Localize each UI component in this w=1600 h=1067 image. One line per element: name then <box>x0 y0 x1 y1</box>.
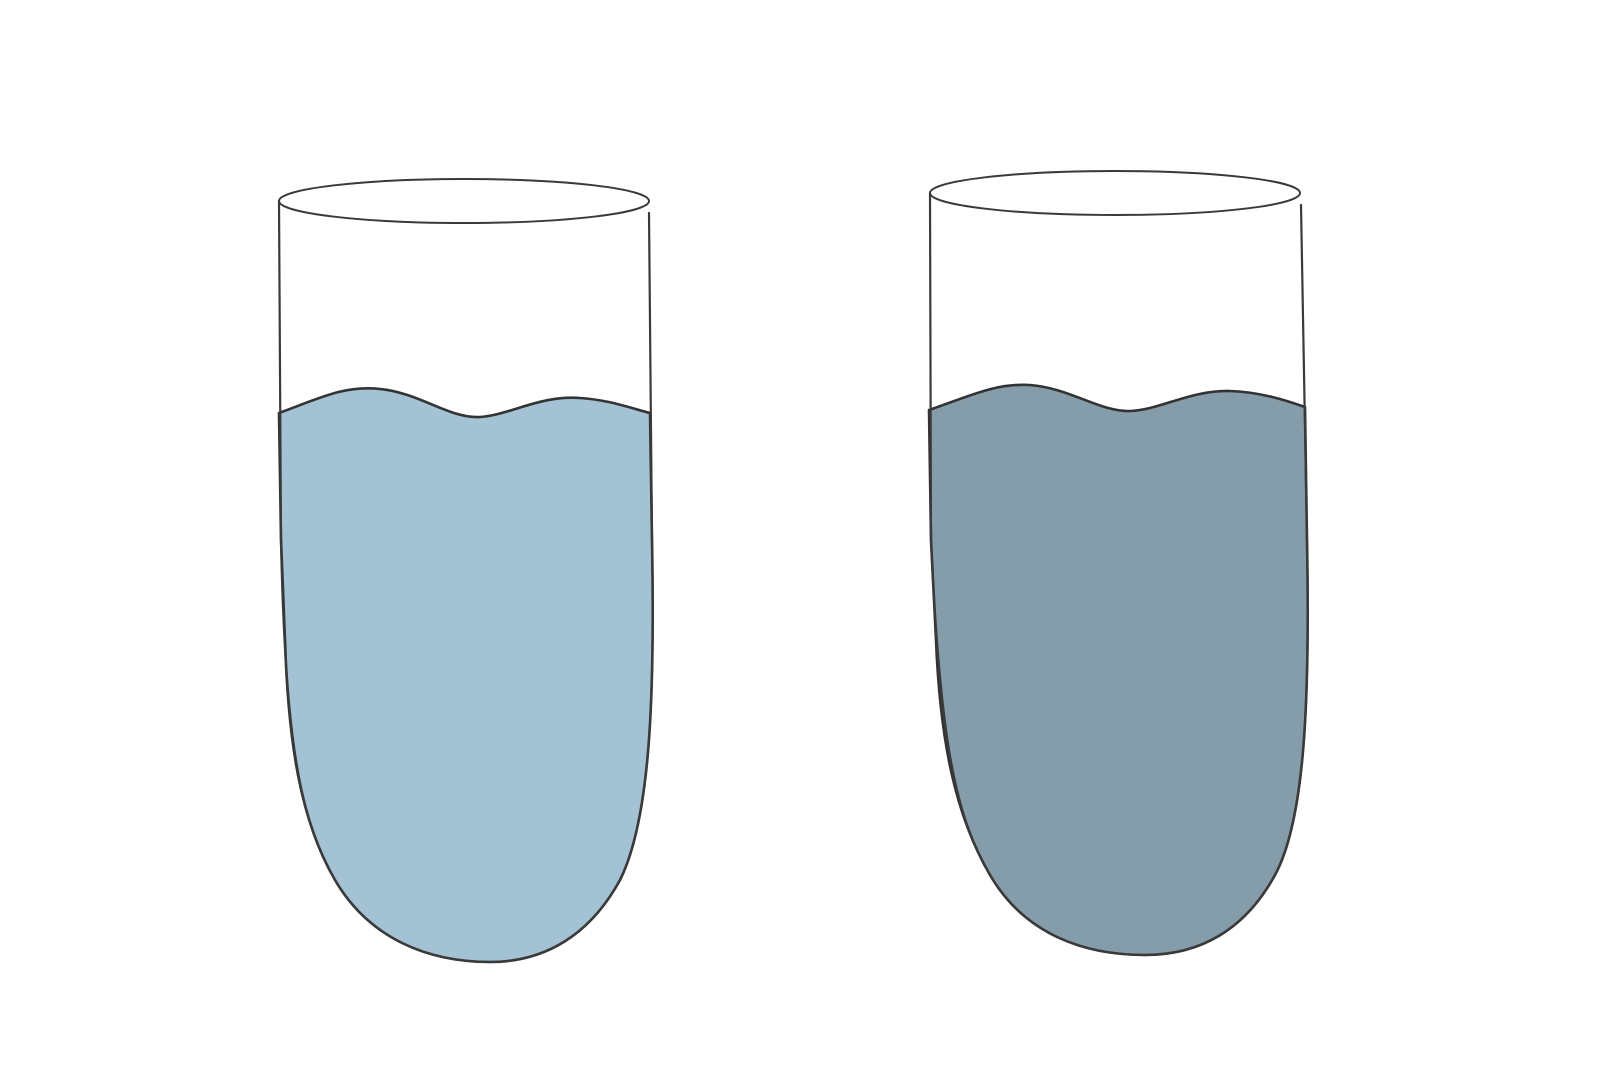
right-tube-wall <box>928 191 1309 957</box>
left-tube-rim <box>278 178 650 224</box>
right-test-tube <box>927 170 1310 957</box>
left-liquid <box>277 387 655 964</box>
right-tube-rim <box>929 170 1301 216</box>
left-tube-wall <box>277 199 654 964</box>
left-test-tube <box>277 178 655 964</box>
